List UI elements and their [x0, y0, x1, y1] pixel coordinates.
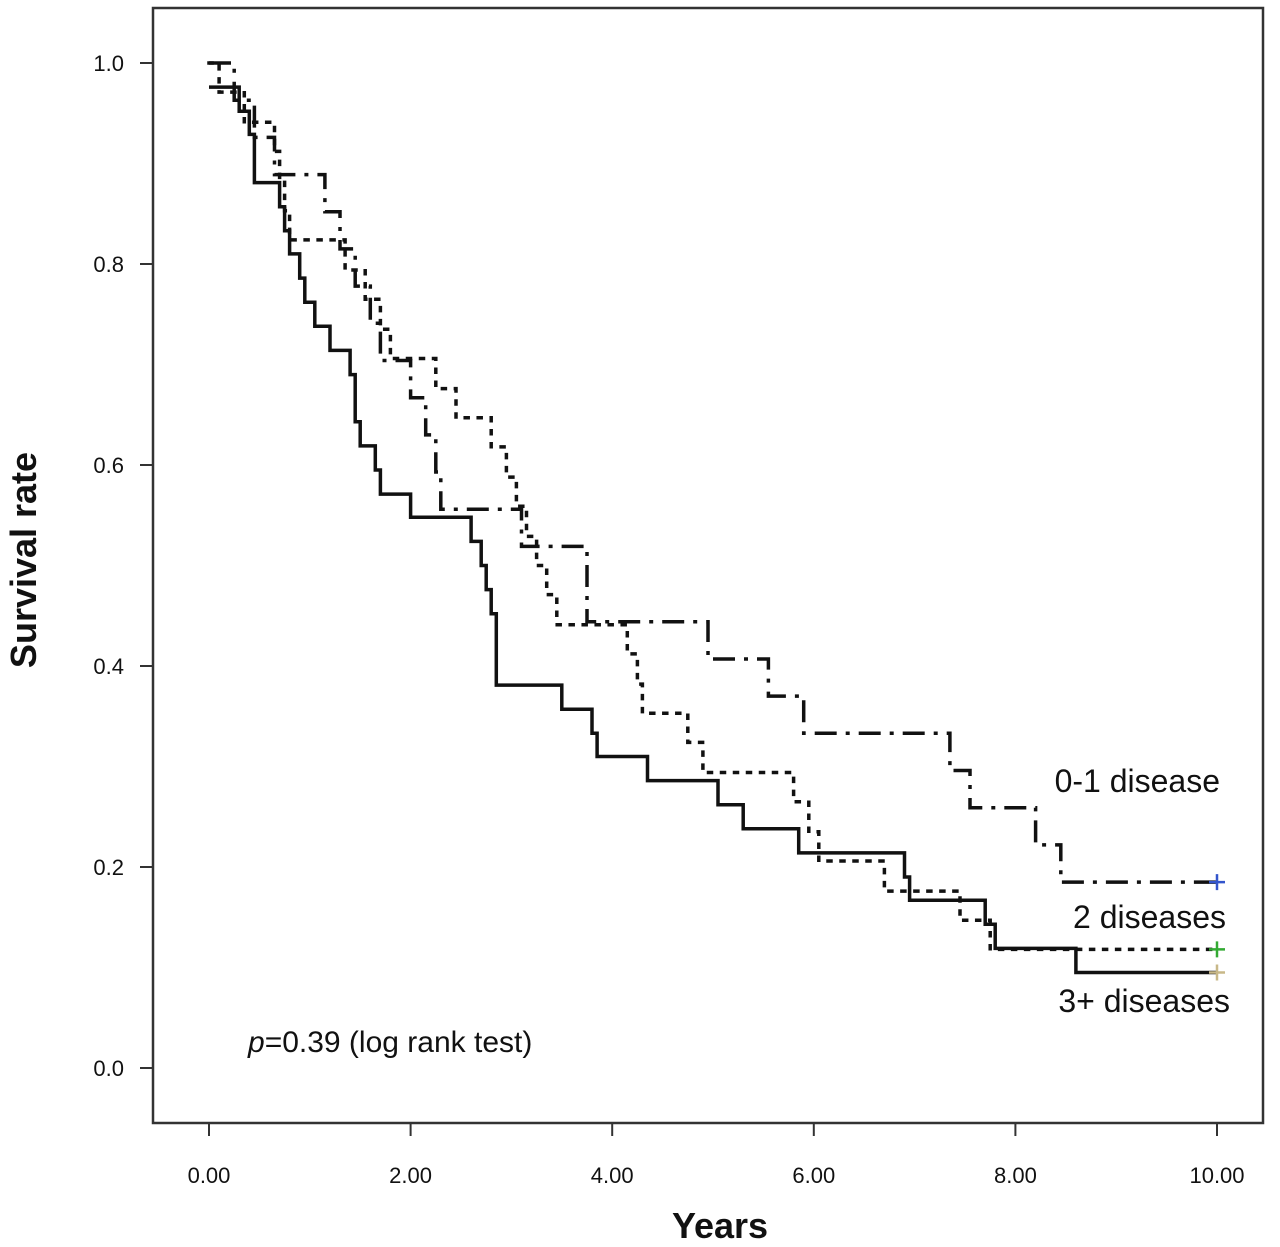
censor-marker-3plus-diseases — [1209, 964, 1225, 981]
x-tick-label-4: 8.00 — [994, 1163, 1037, 1188]
curve-3plus-diseases — [209, 85, 1217, 975]
x-tick-label-0: 0.00 — [188, 1163, 231, 1188]
censor-marker-0-1-disease — [1209, 874, 1225, 891]
censor-markers — [1209, 874, 1225, 981]
y-tick-label-1: 0.2 — [93, 855, 124, 880]
plot-frame — [151, 6, 1265, 1125]
y-axis: 0.0 0.2 0.4 0.6 0.8 1.0 — [93, 51, 153, 1081]
curve-0-1-disease — [209, 61, 1217, 884]
censor-marker-2-diseases — [1209, 941, 1225, 958]
y-tick-label-0: 0.0 — [93, 1056, 124, 1081]
p-value-text: =0.39 (log rank test) — [265, 1026, 533, 1059]
x-axis-title: Years — [672, 1205, 768, 1246]
x-tick-label-2: 4.00 — [591, 1163, 634, 1188]
series-label-2-diseases: 2 diseases — [1073, 899, 1226, 935]
y-axis-title: Survival rate — [3, 452, 44, 668]
x-tick-label-5: 10.00 — [1189, 1163, 1244, 1188]
series-labels: 0-1 disease 2 diseases 3+ diseases — [1055, 763, 1230, 1019]
x-axis: 0.00 2.00 4.00 6.00 8.00 10.00 — [188, 1123, 1245, 1188]
x-tick-label-1: 2.00 — [389, 1163, 432, 1188]
y-tick-label-3: 0.6 — [93, 453, 124, 478]
x-tick-label-3: 6.00 — [792, 1163, 835, 1188]
series-label-3plus-diseases: 3+ diseases — [1058, 983, 1230, 1019]
survival-curves — [207, 61, 1219, 975]
p-value-annotation: p=0.39 (log rank test) — [247, 1026, 532, 1059]
series-label-0-1-disease: 0-1 disease — [1055, 763, 1220, 799]
curve-2-diseases — [207, 61, 1219, 952]
p-value-symbol: p — [247, 1026, 265, 1059]
y-tick-label-5: 1.0 — [93, 51, 124, 76]
y-tick-label-2: 0.4 — [93, 654, 124, 679]
y-tick-label-4: 0.8 — [93, 252, 124, 277]
